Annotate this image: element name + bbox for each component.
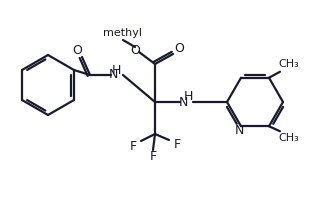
Text: CH₃: CH₃: [279, 133, 299, 143]
Text: F: F: [174, 138, 181, 151]
Text: N: N: [108, 68, 118, 81]
Text: CH₃: CH₃: [279, 59, 299, 69]
Text: N: N: [178, 96, 188, 109]
Text: F: F: [150, 150, 157, 163]
Text: O: O: [130, 43, 140, 56]
Text: methyl: methyl: [103, 28, 142, 38]
Text: H: H: [183, 91, 193, 104]
Text: H: H: [111, 63, 121, 76]
Text: N: N: [234, 124, 244, 137]
Text: O: O: [72, 45, 82, 58]
Text: O: O: [174, 42, 184, 55]
Text: F: F: [129, 139, 136, 152]
